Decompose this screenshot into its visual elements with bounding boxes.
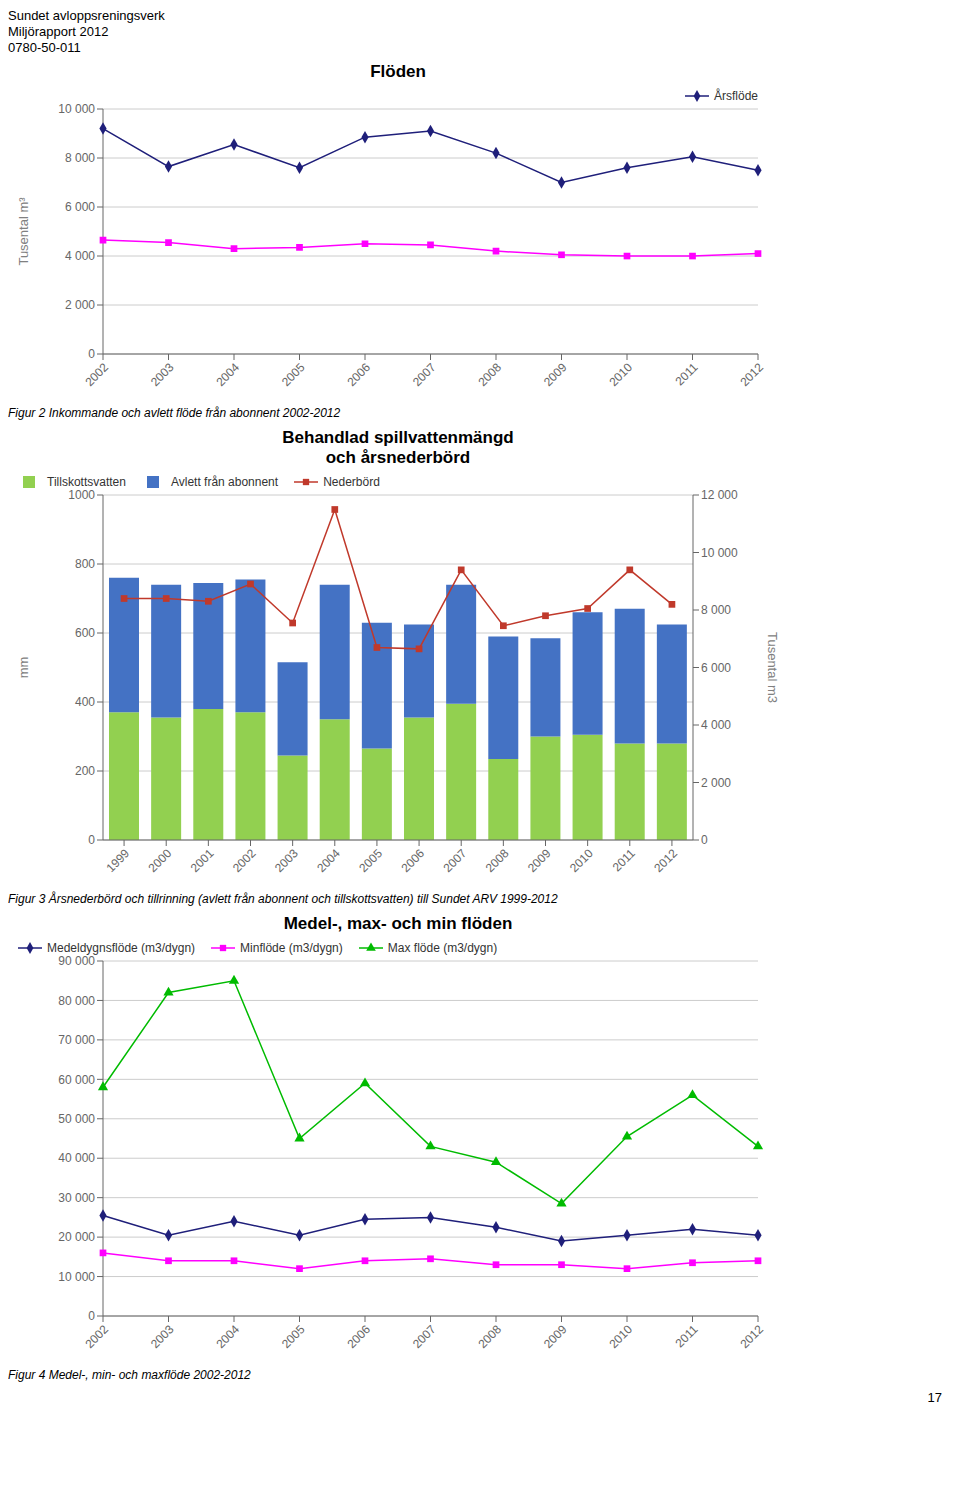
svg-text:1000: 1000 — [68, 488, 95, 502]
svg-text:8 000: 8 000 — [701, 603, 731, 617]
svg-text:2008: 2008 — [483, 846, 512, 875]
svg-text:90 000: 90 000 — [58, 954, 95, 968]
svg-text:2004: 2004 — [213, 360, 242, 389]
svg-text:2010: 2010 — [567, 846, 596, 875]
svg-text:0: 0 — [88, 833, 95, 847]
svg-text:2 000: 2 000 — [701, 776, 731, 790]
svg-text:2011: 2011 — [672, 1322, 700, 1350]
html-text:Årsflöde: Årsflöde — [714, 89, 758, 103]
svg-text:2010: 2010 — [606, 360, 635, 389]
svg-text:12 000: 12 000 — [701, 488, 738, 502]
svg-text:Tusental m³: Tusental m³ — [16, 197, 31, 266]
svg-text:8 000: 8 000 — [65, 151, 95, 165]
svg-text:50 000: 50 000 — [58, 1112, 95, 1126]
svg-text:600: 600 — [75, 626, 95, 640]
svg-text:Tusental m3: Tusental m3 — [765, 632, 780, 703]
svg-text:2007: 2007 — [441, 846, 470, 875]
html-text:Figur 3 Årsnederbörd och tillr: Figur 3 Årsnederbörd och tillrinning (av… — [8, 892, 558, 906]
html-text:Miljörapport 2012: Miljörapport 2012 — [8, 24, 109, 39]
svg-text:2012: 2012 — [651, 846, 680, 875]
svg-text:70 000: 70 000 — [58, 1033, 95, 1047]
svg-text:10 000: 10 000 — [58, 1270, 95, 1284]
svg-text:2006: 2006 — [344, 1322, 373, 1351]
svg-text:2010: 2010 — [606, 1322, 635, 1351]
svg-text:2003: 2003 — [148, 1322, 177, 1351]
svg-text:30 000: 30 000 — [58, 1191, 95, 1205]
html-text:Medeldygnsflöde (m3/dygn): Medeldygnsflöde (m3/dygn) — [47, 941, 196, 955]
svg-text:4 000: 4 000 — [701, 718, 731, 732]
svg-text:60 000: 60 000 — [58, 1073, 95, 1087]
html-text:Figur 4 Medel-, min- och maxfl: Figur 4 Medel-, min- och maxflöde 2002-2… — [8, 1368, 251, 1382]
svg-text:2012: 2012 — [737, 360, 766, 389]
html-text:Medel-, max- och min flöden: Medel-, max- och min flöden — [283, 914, 513, 933]
svg-text:10 000: 10 000 — [701, 546, 738, 560]
html-text:Figur 2 Inkommande och avlett: Figur 2 Inkommande och avlett flöde från… — [8, 406, 341, 420]
svg-text:mm: mm — [16, 657, 31, 679]
svg-text:2004: 2004 — [314, 846, 343, 875]
svg-text:400: 400 — [75, 695, 95, 709]
svg-text:2006: 2006 — [344, 360, 373, 389]
svg-text:2005: 2005 — [356, 846, 385, 875]
svg-text:20 000: 20 000 — [58, 1230, 95, 1244]
svg-text:2005: 2005 — [279, 1322, 308, 1351]
html-text:Sundet avloppsreningsverk: Sundet avloppsreningsverk — [8, 8, 165, 23]
svg-text:2001: 2001 — [188, 846, 217, 875]
svg-text:2002: 2002 — [82, 1322, 111, 1351]
svg-text:2003: 2003 — [148, 360, 177, 389]
svg-text:4 000: 4 000 — [65, 249, 95, 263]
svg-text:2006: 2006 — [398, 846, 427, 875]
html-text:17: 17 — [927, 1390, 942, 1405]
svg-text:1999: 1999 — [103, 846, 132, 875]
svg-text:2011: 2011 — [672, 360, 700, 388]
html-text:Avlett från abonnent: Avlett från abonnent — [170, 475, 279, 489]
svg-text:2008: 2008 — [475, 1322, 504, 1351]
svg-text:6 000: 6 000 — [65, 200, 95, 214]
svg-text:2005: 2005 — [279, 360, 308, 389]
html-text:0780-50-011: 0780-50-011 — [8, 40, 81, 55]
svg-text:2002: 2002 — [82, 360, 111, 389]
svg-text:80 000: 80 000 — [58, 994, 95, 1008]
html-text:Minflöde (m3/dygn): Minflöde (m3/dygn) — [240, 941, 343, 955]
svg-text:2008: 2008 — [475, 360, 504, 389]
html-text:Flöden: Flöden — [370, 62, 426, 81]
svg-text:2007: 2007 — [410, 360, 439, 389]
svg-text:2 000: 2 000 — [65, 298, 95, 312]
html-text:Tillskottsvatten: Tillskottsvatten — [47, 475, 126, 489]
html-text:Behandlad spillvattenmängd och: Behandlad spillvattenmängd och årsnederb… — [282, 428, 514, 467]
svg-text:6 000: 6 000 — [701, 661, 731, 675]
svg-text:2000: 2000 — [146, 846, 175, 875]
svg-text:2007: 2007 — [410, 1322, 439, 1351]
svg-text:2002: 2002 — [230, 846, 259, 875]
svg-text:40 000: 40 000 — [58, 1151, 95, 1165]
svg-text:800: 800 — [75, 557, 95, 571]
html-text:Max flöde (m3/dygn): Max flöde (m3/dygn) — [387, 941, 498, 955]
svg-text:2011: 2011 — [610, 846, 638, 874]
svg-text:2003: 2003 — [272, 846, 301, 875]
svg-text:2009: 2009 — [541, 1322, 570, 1351]
svg-text:2009: 2009 — [541, 360, 570, 389]
svg-text:2012: 2012 — [737, 1322, 766, 1351]
html-text:Nederbörd: Nederbörd — [323, 475, 380, 489]
svg-text:200: 200 — [75, 764, 95, 778]
svg-text:0: 0 — [88, 1309, 95, 1323]
svg-text:0: 0 — [701, 833, 708, 847]
svg-text:10 000: 10 000 — [58, 102, 95, 116]
svg-text:2009: 2009 — [525, 846, 554, 875]
svg-text:2004: 2004 — [213, 1322, 242, 1351]
svg-text:0: 0 — [88, 347, 95, 361]
